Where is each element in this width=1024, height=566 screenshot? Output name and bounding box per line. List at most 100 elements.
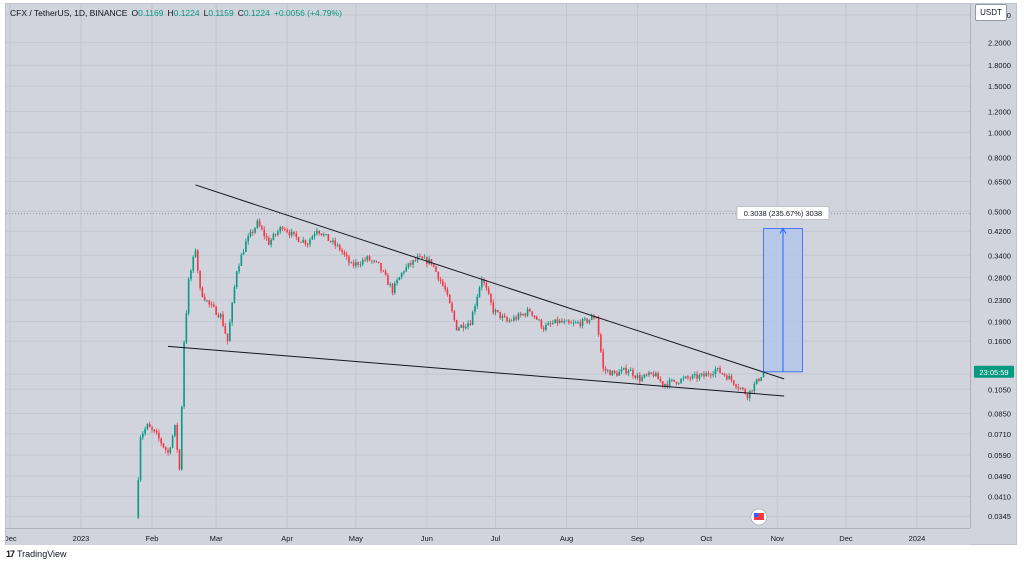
candle-body bbox=[554, 319, 556, 324]
candle-body bbox=[579, 322, 582, 326]
candle bbox=[588, 319, 591, 325]
candle bbox=[153, 429, 156, 433]
candle bbox=[606, 368, 609, 373]
candle bbox=[506, 315, 508, 323]
candle-body bbox=[437, 271, 440, 280]
candle bbox=[691, 373, 694, 380]
currency-button[interactable]: USDT bbox=[975, 4, 1007, 21]
candle bbox=[361, 257, 364, 267]
candle-body bbox=[680, 378, 682, 384]
gridlines bbox=[6, 4, 970, 528]
time-axis[interactable]: Dec 2023 Feb Mar Apr May Jun Jul Aug Sep Oct Nov Dec… bbox=[6, 528, 970, 545]
price-tick-label: 1.2000 bbox=[988, 107, 1011, 116]
price-tick-label: 0.4200 bbox=[988, 227, 1011, 236]
candle bbox=[208, 299, 211, 308]
close-value: 0.1224 bbox=[243, 8, 270, 18]
candle-body bbox=[694, 374, 696, 376]
candle-body bbox=[453, 311, 456, 321]
candle bbox=[623, 367, 625, 371]
candle-body bbox=[464, 326, 467, 329]
candle bbox=[258, 218, 261, 228]
candle-body bbox=[568, 320, 570, 323]
candle-body bbox=[151, 427, 153, 430]
candle bbox=[513, 314, 515, 322]
candle bbox=[680, 378, 682, 384]
candle-body bbox=[620, 369, 623, 372]
candle bbox=[732, 379, 735, 386]
candle-body bbox=[636, 375, 639, 378]
candle-body bbox=[233, 287, 236, 303]
candle-body bbox=[492, 302, 495, 313]
candle bbox=[696, 370, 698, 382]
candle-body bbox=[366, 256, 369, 261]
candle bbox=[632, 367, 634, 379]
candle-body bbox=[705, 373, 708, 377]
candle bbox=[334, 237, 337, 249]
candle bbox=[481, 276, 483, 291]
chart-canvas[interactable]: 0.3038 (235.67%) 3038 bbox=[6, 4, 970, 528]
candle bbox=[687, 375, 689, 381]
candle bbox=[180, 405, 183, 471]
candle-body bbox=[393, 283, 396, 293]
candle bbox=[540, 318, 543, 330]
candle-body bbox=[467, 323, 469, 327]
candle-body bbox=[206, 300, 208, 302]
candle-body bbox=[753, 383, 756, 392]
change-value: +0.0056 (+4.79%) bbox=[273, 8, 342, 18]
candle-body bbox=[714, 369, 717, 375]
candle-body bbox=[334, 240, 337, 246]
candle bbox=[586, 317, 588, 325]
candle bbox=[716, 367, 719, 372]
candle bbox=[164, 446, 167, 454]
candle-body bbox=[533, 315, 536, 317]
candle-body bbox=[668, 379, 671, 387]
candle bbox=[432, 263, 435, 268]
candle bbox=[600, 332, 602, 353]
candle bbox=[155, 428, 158, 435]
price-axis[interactable]: 2.80002.20001.80001.50001.20001.00000.80… bbox=[970, 4, 1016, 528]
candle-body bbox=[698, 375, 701, 379]
candle bbox=[192, 255, 195, 273]
candle bbox=[490, 292, 492, 306]
candle bbox=[428, 255, 430, 265]
candle-body bbox=[238, 265, 240, 272]
candle-body bbox=[348, 256, 350, 263]
candle-body bbox=[295, 233, 298, 238]
candle bbox=[604, 365, 607, 374]
candle bbox=[158, 429, 160, 442]
measure-label-box bbox=[736, 206, 830, 220]
brand-name[interactable]: TradingView bbox=[17, 549, 67, 559]
candle-body bbox=[380, 262, 382, 271]
candle bbox=[547, 320, 550, 326]
candle-body bbox=[277, 231, 279, 235]
tradingview-logo-icon[interactable]: 17 bbox=[6, 549, 15, 559]
event-flag-canton bbox=[753, 513, 758, 517]
candle bbox=[290, 228, 293, 238]
candle-body bbox=[462, 324, 465, 329]
candle-body bbox=[412, 260, 414, 265]
candle bbox=[316, 227, 318, 236]
candle-body bbox=[671, 379, 673, 381]
candle bbox=[448, 294, 451, 304]
candle-body bbox=[251, 231, 254, 233]
candle-body bbox=[396, 280, 398, 284]
plot-area[interactable]: 0.3038 (235.67%) 3038 bbox=[6, 4, 970, 528]
candle bbox=[297, 236, 300, 243]
candle-body bbox=[531, 311, 533, 316]
candle-body bbox=[222, 314, 224, 327]
candle bbox=[739, 387, 742, 390]
candle-body bbox=[689, 378, 692, 379]
candle-body bbox=[247, 236, 249, 242]
candle bbox=[503, 312, 506, 318]
price-tick-label: 0.6500 bbox=[988, 177, 1011, 186]
candle bbox=[590, 313, 593, 321]
candle bbox=[579, 319, 582, 329]
candle-body bbox=[235, 271, 238, 288]
candle-body bbox=[183, 342, 185, 407]
candle-body bbox=[139, 437, 142, 481]
symbol-title[interactable]: CFX / TetherUS, 1D, BINANCE bbox=[10, 8, 128, 18]
candle bbox=[572, 319, 575, 327]
candle bbox=[684, 375, 687, 379]
candle bbox=[254, 227, 256, 235]
candle-body bbox=[487, 288, 490, 294]
